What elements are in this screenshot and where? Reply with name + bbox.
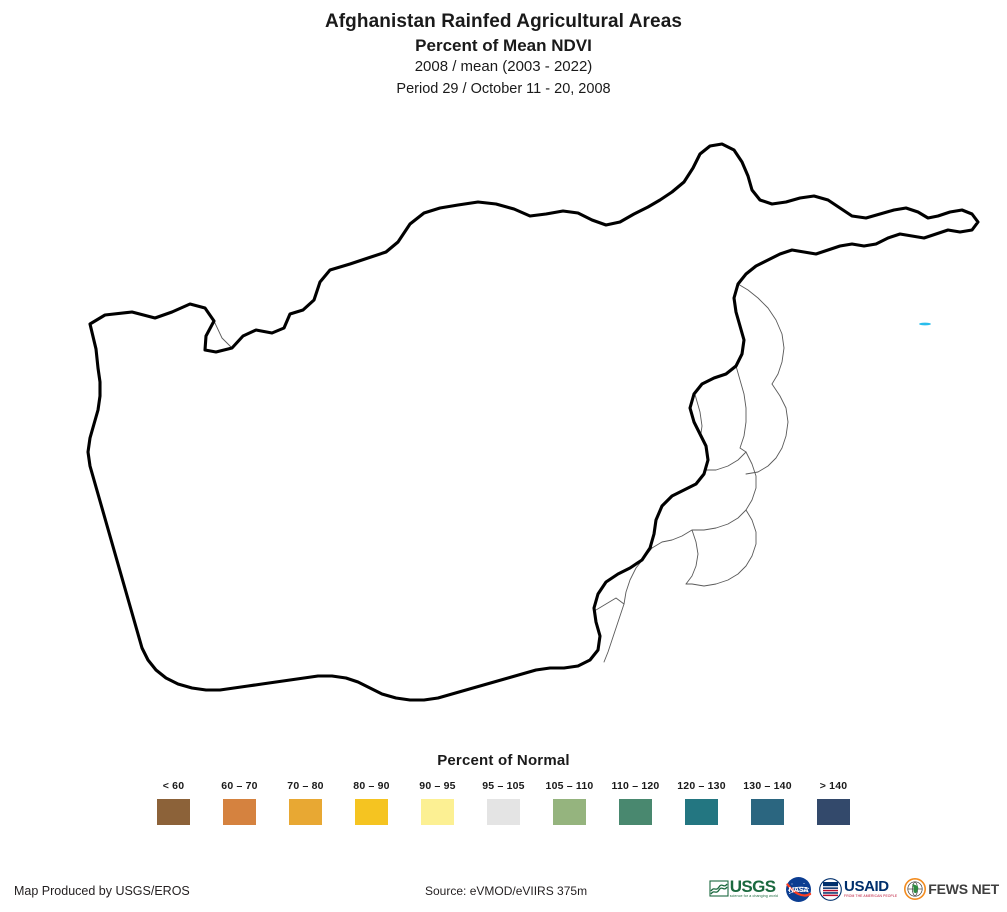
legend-item-label: 90 – 95	[419, 780, 455, 792]
legend-item: > 140	[801, 780, 867, 825]
legend-item-label: 60 – 70	[221, 780, 257, 792]
afghanistan-map[interactable]	[0, 112, 1007, 742]
usaid-seal-icon	[819, 877, 842, 901]
title-block: Afghanistan Rainfed Agricultural Areas P…	[0, 0, 1007, 101]
legend-item: < 60	[141, 780, 207, 825]
legend-item-swatch	[487, 799, 520, 825]
fews-label: FEWS NET	[928, 881, 999, 897]
legend-item-swatch	[289, 799, 322, 825]
legend-item-swatch	[421, 799, 454, 825]
usgs-wave-icon	[709, 880, 729, 897]
legend-item-label: 105 – 110	[546, 780, 594, 792]
legend-title: Percent of Normal	[0, 752, 1007, 769]
legend-item-label: < 60	[163, 780, 185, 792]
legend-item-swatch	[619, 799, 652, 825]
legend-item-label: 130 – 140	[743, 780, 792, 792]
legend: Percent of Normal < 60 60 – 70 70 – 80 80 –…	[0, 752, 1007, 825]
legend-item: 60 – 70	[207, 780, 273, 825]
usgs-label: USGS	[730, 878, 778, 895]
nasa-meatball-icon: NASA	[786, 876, 812, 902]
footer: Map Produced by USGS/EROS Source: eVMOD/…	[0, 872, 1007, 912]
page-title: Afghanistan Rainfed Agricultural Areas	[0, 10, 1007, 34]
legend-item: 105 – 110	[537, 780, 603, 825]
usaid-logo[interactable]: USAID FROM THE AMERICAN PEOPLE	[819, 877, 897, 901]
legend-item: 90 – 95	[405, 780, 471, 825]
map-ratio-line: 2008 / mean (2003 - 2022)	[0, 57, 1007, 77]
usaid-label: USAID	[844, 879, 897, 894]
map-canvas[interactable]	[0, 112, 1007, 742]
legend-item: 80 – 90	[339, 780, 405, 825]
legend-item: 95 – 105	[471, 780, 537, 825]
legend-item-label: 110 – 120	[612, 780, 660, 792]
legend-item-swatch	[553, 799, 586, 825]
legend-item-swatch	[223, 799, 256, 825]
legend-item: 70 – 80	[273, 780, 339, 825]
legend-item: 110 – 120	[603, 780, 669, 825]
legend-item-label: 95 – 105	[482, 780, 524, 792]
legend-items: < 60 60 – 70 70 – 80 80 – 90 90 – 95 95 – 105…	[0, 780, 1007, 825]
legend-item: 130 – 140	[735, 780, 801, 825]
nasa-logo[interactable]: NASA	[785, 876, 812, 903]
usgs-tagline: science for a changing world	[730, 894, 778, 899]
legend-item-label: 70 – 80	[287, 780, 323, 792]
map-subtitle: Percent of Mean NDVI	[0, 34, 1007, 57]
legend-item-swatch	[355, 799, 388, 825]
legend-item-swatch	[685, 799, 718, 825]
footer-logos: USGS science for a changing world NASA	[709, 872, 999, 906]
map-period-line: Period 29 / October 11 - 20, 2008	[0, 77, 1007, 101]
footer-credit: Map Produced by USGS/EROS	[14, 884, 190, 898]
legend-item-swatch	[157, 799, 190, 825]
legend-item-label: 80 – 90	[353, 780, 389, 792]
usaid-tagline: FROM THE AMERICAN PEOPLE	[844, 894, 897, 899]
fews-logo[interactable]: FEWS NET	[904, 878, 999, 900]
legend-item-label: 120 – 130	[677, 780, 726, 792]
footer-source: Source: eVMOD/eVIIRS 375m	[425, 884, 587, 898]
fews-globe-icon	[904, 878, 927, 900]
legend-item-swatch	[817, 799, 850, 825]
usgs-logo[interactable]: USGS science for a changing world	[709, 878, 778, 899]
legend-item-swatch	[751, 799, 784, 825]
legend-item: 120 – 130	[669, 780, 735, 825]
legend-item-label: > 140	[820, 780, 848, 792]
